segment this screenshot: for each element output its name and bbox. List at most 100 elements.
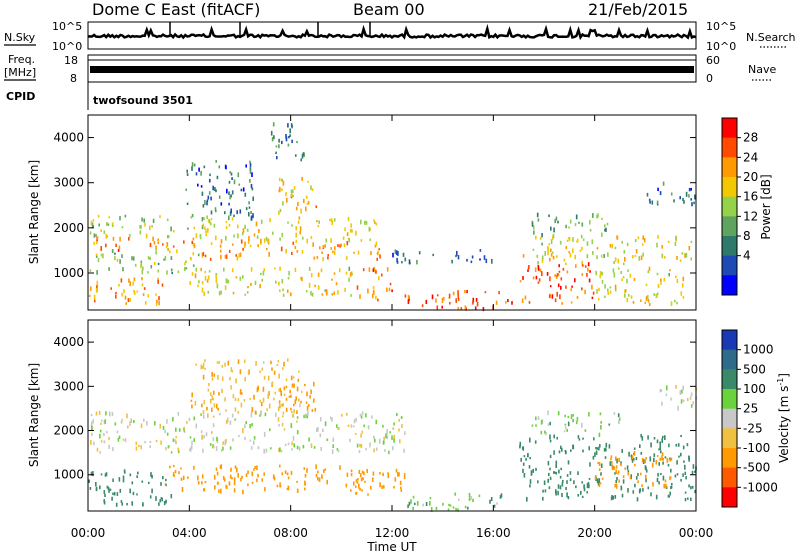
heatmap-cell (278, 373, 280, 379)
time-axis: 00:00 04:00 08:00 12:00 16:00 20:00 00:00 (71, 115, 713, 540)
heatmap-cell (435, 298, 437, 303)
heatmap-cell (570, 301, 573, 304)
heatmap-cell (564, 426, 567, 430)
heatmap-cell (200, 267, 202, 272)
heatmap-cell (351, 229, 353, 233)
heatmap-cell (685, 191, 688, 197)
heatmap-cell (201, 403, 203, 408)
heatmap-cell (176, 249, 178, 254)
heatmap-cell (225, 221, 228, 224)
heatmap-cell (555, 460, 558, 465)
heatmap-cell (267, 238, 269, 243)
heatmap-cell (193, 243, 196, 249)
heatmap-cell (372, 268, 375, 272)
colorbar-tick-label: 24 (743, 150, 758, 164)
heatmap-cell (598, 287, 600, 292)
colorbar-block (722, 177, 737, 198)
heatmap-cell (103, 500, 106, 505)
heatmap-cell (242, 228, 245, 233)
heatmap-cell (187, 227, 189, 230)
heatmap-cell (107, 223, 110, 226)
heatmap-cell (116, 258, 119, 262)
heatmap-cell (350, 469, 353, 473)
heatmap-cell (152, 236, 154, 241)
heatmap-cell (656, 292, 659, 296)
heatmap-cell (358, 469, 361, 474)
heatmap-cell (656, 439, 659, 444)
heatmap-cell (375, 270, 377, 274)
heatmap-cell (682, 197, 684, 201)
heatmap-cell (599, 412, 602, 416)
heatmap-cell (610, 458, 612, 461)
heatmap-cell (298, 446, 301, 451)
heatmap-cell (321, 476, 323, 479)
heatmap-cell (209, 222, 212, 226)
heatmap-cell (129, 281, 131, 287)
heatmap-cell (331, 293, 334, 296)
heatmap-cell (535, 424, 537, 427)
heatmap-cell (563, 258, 566, 262)
heatmap-cell (242, 247, 244, 251)
heatmap-cell (566, 492, 568, 498)
freq-label: Freq. (8, 53, 35, 66)
heatmap-cell (303, 198, 305, 203)
heatmap-cell (360, 219, 362, 225)
heatmap-cell (282, 180, 285, 186)
colorbar-block (722, 428, 737, 449)
heatmap-cell (139, 230, 142, 235)
heatmap-cell (127, 298, 130, 303)
colorbar-tick-label: -25 (743, 421, 763, 435)
heatmap-cell (248, 206, 251, 209)
heatmap-cell (535, 467, 537, 471)
heatmap-cell (555, 216, 558, 221)
heatmap-cell (292, 189, 294, 194)
heatmap-cell (457, 294, 460, 299)
heatmap-cell (174, 439, 176, 443)
heatmap-cell (574, 223, 577, 227)
heatmap-cell (202, 223, 204, 227)
heatmap-cell (656, 203, 659, 206)
heatmap-cell (689, 396, 692, 401)
heatmap-cell (220, 239, 223, 244)
heatmap-cell (286, 472, 289, 476)
heatmap-cell (668, 443, 670, 448)
heatmap-cell (451, 259, 453, 264)
heatmap-cell (229, 211, 232, 216)
heatmap-cell (527, 454, 529, 458)
heatmap-cell (254, 466, 256, 469)
heatmap-cell (588, 278, 591, 283)
heatmap-cell (637, 472, 639, 477)
colorbar-tick-label: -1000 (743, 480, 778, 494)
heatmap-cell (236, 233, 239, 236)
heatmap-cell (323, 469, 325, 473)
heatmap-cell (215, 467, 218, 471)
heatmap-cell (299, 226, 302, 231)
heatmap-cell (332, 437, 335, 442)
heatmap-cell (96, 236, 99, 240)
heatmap-cell (564, 414, 566, 418)
heatmap-cell (218, 489, 220, 493)
noise-tick-left-top: 10^5 (52, 20, 82, 33)
heatmap-cell (295, 206, 298, 211)
heatmap-cell (407, 299, 410, 304)
heatmap-cell (93, 233, 96, 238)
heatmap-cell (584, 265, 587, 268)
heatmap-cell (103, 230, 106, 234)
heatmap-cell (170, 451, 173, 454)
heatmap-cell (638, 256, 641, 261)
heatmap-cell (221, 365, 224, 368)
heatmap-cell (112, 478, 114, 482)
heatmap-cell (659, 191, 662, 196)
heatmap-cell (216, 283, 219, 289)
heatmap-cell (626, 465, 629, 470)
heatmap-cell (574, 278, 576, 283)
nave-tick-top: 60 (706, 54, 720, 67)
heatmap-cell (295, 239, 298, 243)
heatmap-cell (612, 496, 614, 499)
heatmap-cell (108, 488, 110, 493)
noise-tick-right-top: 10^5 (706, 20, 736, 33)
heatmap-cell (317, 225, 320, 228)
heatmap-cell (600, 463, 603, 468)
heatmap-cell (278, 400, 281, 404)
heatmap-cell (375, 447, 378, 451)
